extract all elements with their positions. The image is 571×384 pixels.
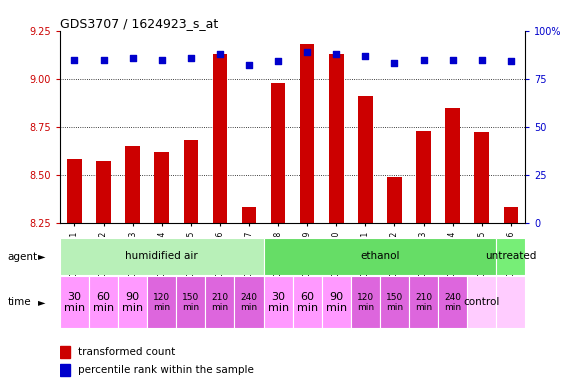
Point [477,56,486,63]
Bar [358,96,373,384]
Bar [264,276,292,328]
Bar [380,276,409,328]
Point [244,62,254,68]
Bar [504,207,518,384]
Bar [329,54,344,384]
Point [186,55,195,61]
Text: 210
min: 210 min [415,293,432,312]
Bar [321,276,351,328]
Text: untreated: untreated [485,251,537,262]
Bar [96,161,111,384]
Text: time: time [7,297,31,307]
Bar [60,238,264,275]
Text: ►: ► [38,252,46,262]
Bar [67,159,82,384]
Bar [60,276,89,328]
Bar [416,131,431,384]
Bar [60,364,70,376]
Text: 240
min: 240 min [240,293,258,312]
Bar [176,276,206,328]
Bar [118,276,147,328]
Text: 30
min: 30 min [64,291,85,313]
Text: ethanol: ethanol [360,251,400,262]
Point [70,56,79,63]
Point [361,53,370,59]
Text: 30
min: 30 min [268,291,289,313]
Point [99,56,108,63]
Bar [387,177,402,384]
Point [128,55,137,61]
Text: 60
min: 60 min [296,291,317,313]
Text: percentile rank within the sample: percentile rank within the sample [78,365,254,375]
Bar [89,276,118,328]
Text: humidified air: humidified air [126,251,198,262]
Bar [300,44,315,384]
Bar [60,346,70,358]
Bar [206,276,235,328]
Text: 240
min: 240 min [444,293,461,312]
Bar [292,276,321,328]
Bar [496,238,525,275]
Text: 150
min: 150 min [182,293,199,312]
Text: 90
min: 90 min [122,291,143,313]
Bar [475,132,489,384]
Point [215,51,224,57]
Point [390,60,399,66]
Text: GDS3707 / 1624923_s_at: GDS3707 / 1624923_s_at [60,17,218,30]
Bar [496,276,525,328]
Bar [242,207,256,384]
Point [274,58,283,65]
Bar [126,146,140,384]
Bar [271,83,286,384]
Text: agent: agent [7,252,38,262]
Text: control: control [464,297,500,308]
Text: 90
min: 90 min [325,291,347,313]
Text: 120
min: 120 min [357,293,374,312]
Point [157,56,166,63]
Point [303,49,312,55]
Point [419,56,428,63]
Point [448,56,457,63]
Bar [467,276,496,328]
Point [506,58,516,65]
Text: ►: ► [38,297,46,307]
Bar [445,108,460,384]
Bar [147,276,176,328]
Text: 120
min: 120 min [153,293,170,312]
Bar [264,238,496,275]
Text: 150
min: 150 min [386,293,403,312]
Text: 60
min: 60 min [93,291,114,313]
Bar [351,276,380,328]
Bar [235,276,264,328]
Bar [183,140,198,384]
Text: transformed count: transformed count [78,347,175,357]
Bar [438,276,467,328]
Bar [155,152,169,384]
Bar [212,54,227,384]
Text: 210
min: 210 min [211,293,228,312]
Point [332,51,341,57]
Bar [409,276,438,328]
